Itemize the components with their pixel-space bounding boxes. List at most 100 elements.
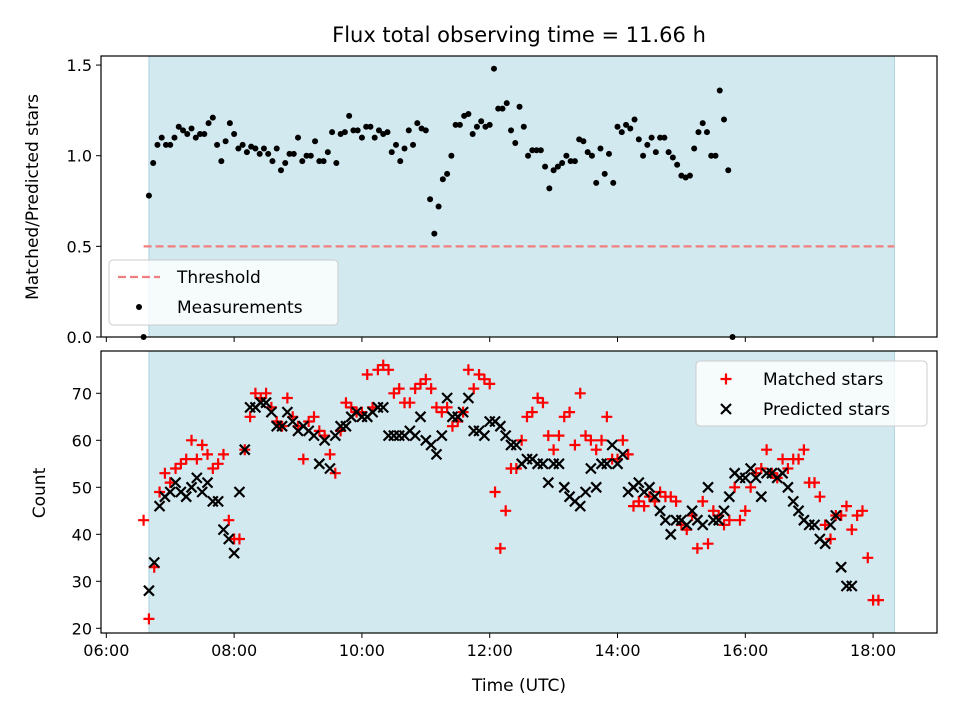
measurement-point xyxy=(703,129,710,136)
measurement-point xyxy=(618,129,625,136)
matched-stars-point xyxy=(217,448,229,460)
matched-stars-point xyxy=(872,594,884,606)
measurement-point xyxy=(665,149,672,156)
legend-matched-label: Matched stars xyxy=(763,370,883,390)
measurement-point xyxy=(529,147,536,154)
matched-stars-point xyxy=(590,444,602,456)
measurement-point xyxy=(401,145,408,152)
measurement-point xyxy=(158,134,165,141)
top-y-tick-label: 0.0 xyxy=(67,328,92,347)
measurement-point xyxy=(725,167,732,174)
measurement-point xyxy=(397,158,404,165)
measurement-point xyxy=(431,230,438,237)
matched-stars-point xyxy=(297,453,309,465)
predicted-stars-point xyxy=(808,519,821,531)
matched-stars-point xyxy=(500,505,512,517)
measurement-point xyxy=(699,120,706,127)
matched-stars-point xyxy=(159,467,171,479)
measurement-point xyxy=(546,185,553,192)
measurement-point xyxy=(716,87,723,94)
matched-stars-point xyxy=(617,434,629,446)
measurement-point xyxy=(567,158,574,165)
predicted-stars-point xyxy=(696,519,709,531)
measurement-point xyxy=(265,150,272,157)
matched-stars-point xyxy=(223,514,235,526)
predicted-stars-point xyxy=(478,429,491,442)
measurement-point xyxy=(358,134,365,141)
predicted-stars-point xyxy=(260,396,272,409)
x-tick-label: 18:00 xyxy=(850,641,896,660)
measurement-point xyxy=(644,141,651,148)
measurement-point xyxy=(162,141,169,148)
matched-stars-point xyxy=(835,510,847,521)
bottom-y-tick-label: 30 xyxy=(72,572,92,591)
predicted-stars-point xyxy=(324,462,336,475)
x-tick-label: 08:00 xyxy=(211,641,257,660)
matched-stars-point xyxy=(601,411,613,423)
measurement-point xyxy=(295,134,302,141)
predicted-stars-point xyxy=(462,392,475,404)
measurement-point xyxy=(520,123,527,130)
measurement-point xyxy=(635,136,642,143)
matched-stars-point xyxy=(670,495,682,507)
measurement-point xyxy=(384,129,391,136)
measurement-point xyxy=(674,161,681,168)
predicted-stars-point xyxy=(276,420,288,432)
legend-measurements-label: Measurements xyxy=(177,298,303,318)
predicted-stars-point xyxy=(153,500,166,512)
matched-stars-point xyxy=(324,448,336,460)
top-series-group xyxy=(140,65,895,340)
measurement-point xyxy=(150,159,157,166)
bottom-axes-frame xyxy=(100,350,938,634)
matched-stars-point xyxy=(548,444,560,456)
x-tick-label: 06:00 xyxy=(83,641,129,660)
matched-stars-point xyxy=(489,486,501,498)
matched-stars-point xyxy=(782,463,794,474)
measurement-point xyxy=(691,145,698,152)
measurement-point xyxy=(154,141,161,148)
predicted-stars-point xyxy=(164,486,177,498)
measurement-point xyxy=(243,149,250,156)
matched-stars-point xyxy=(510,463,522,474)
measurement-point xyxy=(235,145,242,152)
predicted-stars-point xyxy=(238,443,251,456)
measurement-point xyxy=(333,159,340,166)
bottom-series-group xyxy=(138,359,884,625)
measurement-point xyxy=(209,114,216,121)
measurement-point xyxy=(252,145,259,152)
measurement-point xyxy=(316,158,323,165)
measurement-point xyxy=(580,138,587,145)
legend-measurements-swatch xyxy=(136,304,142,310)
bottom-y-axis-label: Count xyxy=(30,467,50,518)
measurement-point xyxy=(145,192,152,199)
measurement-point xyxy=(605,150,612,157)
predicted-stars-point xyxy=(191,472,203,484)
predicted-stars-point xyxy=(643,481,656,494)
measurement-point xyxy=(320,158,327,165)
measurement-point xyxy=(469,130,476,137)
measurement-point xyxy=(205,120,212,127)
measurement-point xyxy=(231,130,238,137)
top-legend-box xyxy=(108,259,339,326)
bottom-legend-box xyxy=(695,360,928,427)
matched-stars-point xyxy=(420,373,432,385)
predicted-stars-point xyxy=(148,556,161,569)
measurement-point xyxy=(175,123,182,130)
predicted-stars-point xyxy=(414,411,427,423)
x-axis-label: Time (UTC) xyxy=(471,676,566,696)
predicted-stars-point xyxy=(499,429,512,442)
measurement-point xyxy=(312,138,319,145)
measurement-point xyxy=(427,196,434,203)
matched-stars-point xyxy=(862,552,874,564)
measurement-point xyxy=(269,158,276,165)
measurement-point xyxy=(721,116,728,123)
matched-stars-point xyxy=(840,500,852,512)
predicted-stars-point xyxy=(223,533,235,545)
measurement-point xyxy=(593,179,600,186)
measurement-point xyxy=(341,129,348,136)
bottom-y-tick-label: 60 xyxy=(72,431,92,450)
predicted-stars-point xyxy=(702,481,714,494)
measurement-point xyxy=(559,159,566,166)
predicted-stars-point xyxy=(787,495,800,508)
measurement-point xyxy=(222,138,229,145)
